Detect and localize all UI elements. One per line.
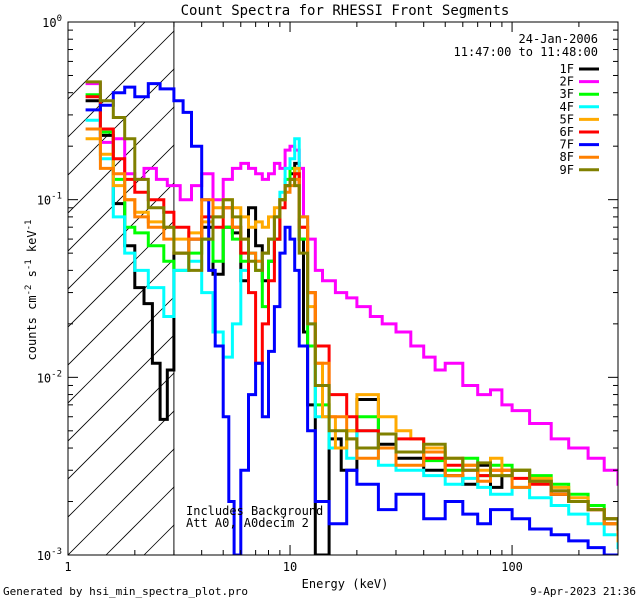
series-line-7F xyxy=(85,82,618,555)
y-axis-label-prefix: counts cm xyxy=(25,295,39,360)
x-tick-label: 100 xyxy=(501,560,523,574)
y-axis-label-exp-kev: -1 xyxy=(24,220,34,231)
legend-label-3F: 3F xyxy=(560,87,574,101)
legend-label-4F: 4F xyxy=(560,100,574,114)
hatch-line xyxy=(68,22,260,214)
legend-label-9F: 9F xyxy=(560,163,574,177)
y-axis-label-s: s xyxy=(25,270,39,284)
x-axis: 1 10 100 xyxy=(64,22,619,574)
y-tick-label: 10-2 xyxy=(37,369,62,385)
time-range-label: 11:47:00 to 11:48:00 xyxy=(454,45,599,59)
series-lines xyxy=(85,80,618,555)
x-tick-label: 10 xyxy=(283,560,297,574)
timestamp-label: 9-Apr-2023 21:36 xyxy=(530,585,636,598)
series-line-9F xyxy=(85,80,618,531)
series-line-1F xyxy=(85,99,618,555)
series-line-4F xyxy=(85,118,618,550)
y-axis-label-exp-cm: -2 xyxy=(24,285,34,296)
legend-label-6F: 6F xyxy=(560,125,574,139)
legend-label-2F: 2F xyxy=(560,75,574,89)
y-axis: 100 10-1 10-2 10-3 xyxy=(37,14,618,563)
y-axis-label-exp-s: -1 xyxy=(24,259,34,270)
legend-label-5F: 5F xyxy=(560,112,574,126)
y-tick-label: 10-3 xyxy=(37,547,62,563)
legend-label-8F: 8F xyxy=(560,150,574,164)
x-tick-label: 1 xyxy=(64,560,71,574)
generator-label: Generated by hsi_min_spectra_plot.pro xyxy=(3,585,248,598)
y-tick-label: 10-1 xyxy=(37,192,62,208)
legend-label-1F: 1F xyxy=(560,62,574,76)
y-tick-label: 100 xyxy=(42,14,62,30)
annotation-attenuator: Att A0, A0decim 2 xyxy=(186,516,309,530)
x-axis-label: Energy (keV) xyxy=(302,577,389,591)
chart-title: Count Spectra for RHESSI Front Segments xyxy=(181,3,510,19)
annotation-background: Includes Background xyxy=(186,504,323,518)
series-line-2F xyxy=(85,82,618,486)
legend-label-7F: 7F xyxy=(560,138,574,152)
y-axis-label: counts cm-2 s-1 keV-1 xyxy=(24,220,39,361)
date-label: 24-Jan-2006 xyxy=(519,32,598,46)
hatch-line xyxy=(68,22,222,176)
y-axis-label-kev: keV xyxy=(25,230,39,259)
plot-frame xyxy=(67,21,619,556)
